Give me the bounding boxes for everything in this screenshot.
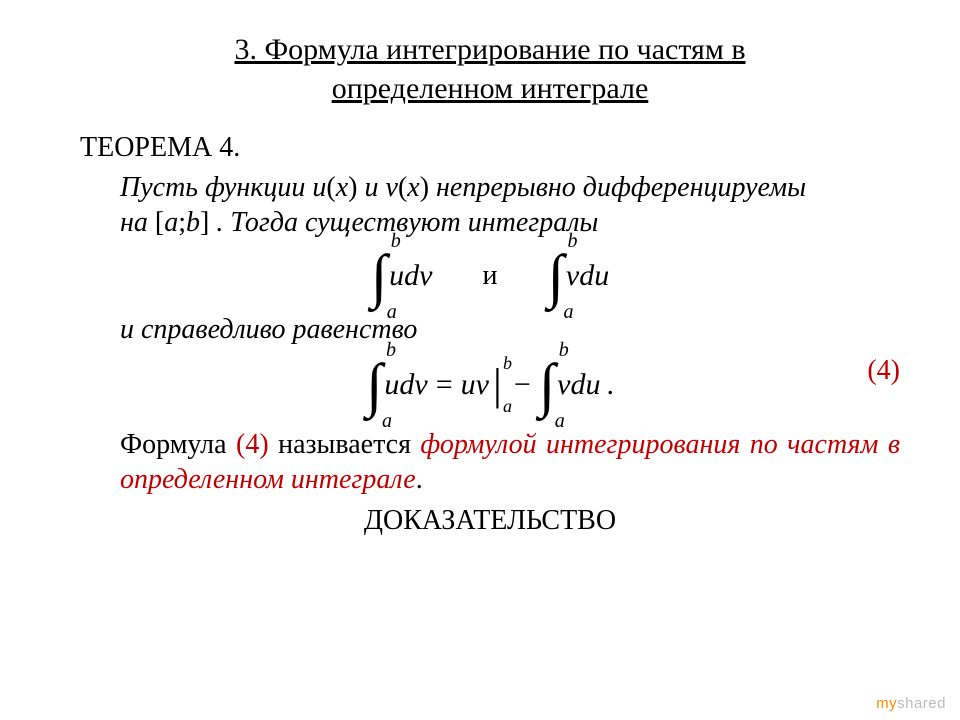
upper-limit: b (391, 230, 401, 253)
theorem-hypothesis: Пусть функции u(x) и v(x) непрерывно диф… (80, 170, 900, 240)
integral-sign: b ∫ a (371, 246, 387, 306)
lower-limit: a (563, 301, 573, 324)
eval-upper: b (503, 353, 512, 374)
section-title: 3. Формула интегрирование по частям в оп… (80, 30, 900, 108)
text: Пусть функции (120, 172, 312, 203)
theorem-label: ТЕОРЕМА 4. (80, 132, 900, 164)
eval-bar: b | a (493, 363, 502, 407)
text: непрерывно дифференцируемы (429, 172, 806, 203)
text: . Тогда существуют интегралы (209, 207, 598, 238)
integrand: udv (384, 368, 427, 402)
title-line-2: определенном интеграле (332, 72, 649, 105)
proof-label: ДОКАЗАТЕЛЬСТВО (80, 505, 900, 537)
lower-limit: a (382, 410, 392, 433)
equation-row: b ∫ a udv = uv b | a − b ∫ a vdu . (4) (80, 355, 900, 415)
equation: b ∫ a udv = uv b | a − b ∫ a vdu . (366, 355, 614, 415)
slide: 3. Формула интегрирование по частям в оп… (0, 0, 960, 720)
equation-number: (4) (867, 355, 900, 387)
integrand: vdu (557, 368, 600, 402)
var-x: x (407, 172, 419, 203)
integral-sign: b ∫ a (547, 246, 563, 306)
var-u: u (312, 172, 326, 203)
title-line-1: 3. Формула интегрирование по частям в (234, 33, 745, 66)
interval: [a;b] (155, 207, 209, 238)
eval-lower: a (503, 396, 512, 417)
paren: ) (348, 172, 357, 203)
equals: = (436, 368, 453, 402)
watermark-my: my (876, 695, 897, 712)
period: . (607, 368, 615, 402)
and-word: и (483, 260, 498, 292)
integral-sign: b ∫ a (539, 355, 555, 415)
minus: − (514, 368, 531, 402)
and-valid-text: и справедливо равенство (80, 312, 900, 347)
lower-limit: a (387, 301, 397, 324)
text: на (120, 207, 155, 238)
period: . (416, 464, 423, 495)
text: и (358, 172, 386, 203)
paren: ( (398, 172, 407, 203)
upper-limit: b (567, 230, 577, 253)
integrand: vdu (566, 259, 609, 293)
upper-limit: b (559, 339, 569, 362)
paren: ( (326, 172, 335, 203)
integrals-row: b ∫ a udv и b ∫ a vdu (80, 246, 900, 306)
integral-sign: b ∫ a (366, 355, 382, 415)
paren: ) (420, 172, 429, 203)
integral-vdu: b ∫ a vdu (547, 246, 609, 306)
text: называется (269, 429, 421, 460)
formula-ref: (4) (236, 429, 269, 460)
var-x: x (336, 172, 348, 203)
lower-limit: a (555, 410, 565, 433)
watermark-shared: shared (897, 695, 946, 712)
formula-name-text: Формула (4) называется формулой интегрир… (80, 427, 900, 497)
var-v: v (386, 172, 398, 203)
upper-limit: b (386, 339, 396, 362)
integral-udv: b ∫ a udv (371, 246, 433, 306)
watermark: myshared (876, 695, 946, 712)
text: Формула (120, 429, 236, 460)
uv: uv (461, 368, 489, 402)
integrand: udv (389, 259, 432, 293)
